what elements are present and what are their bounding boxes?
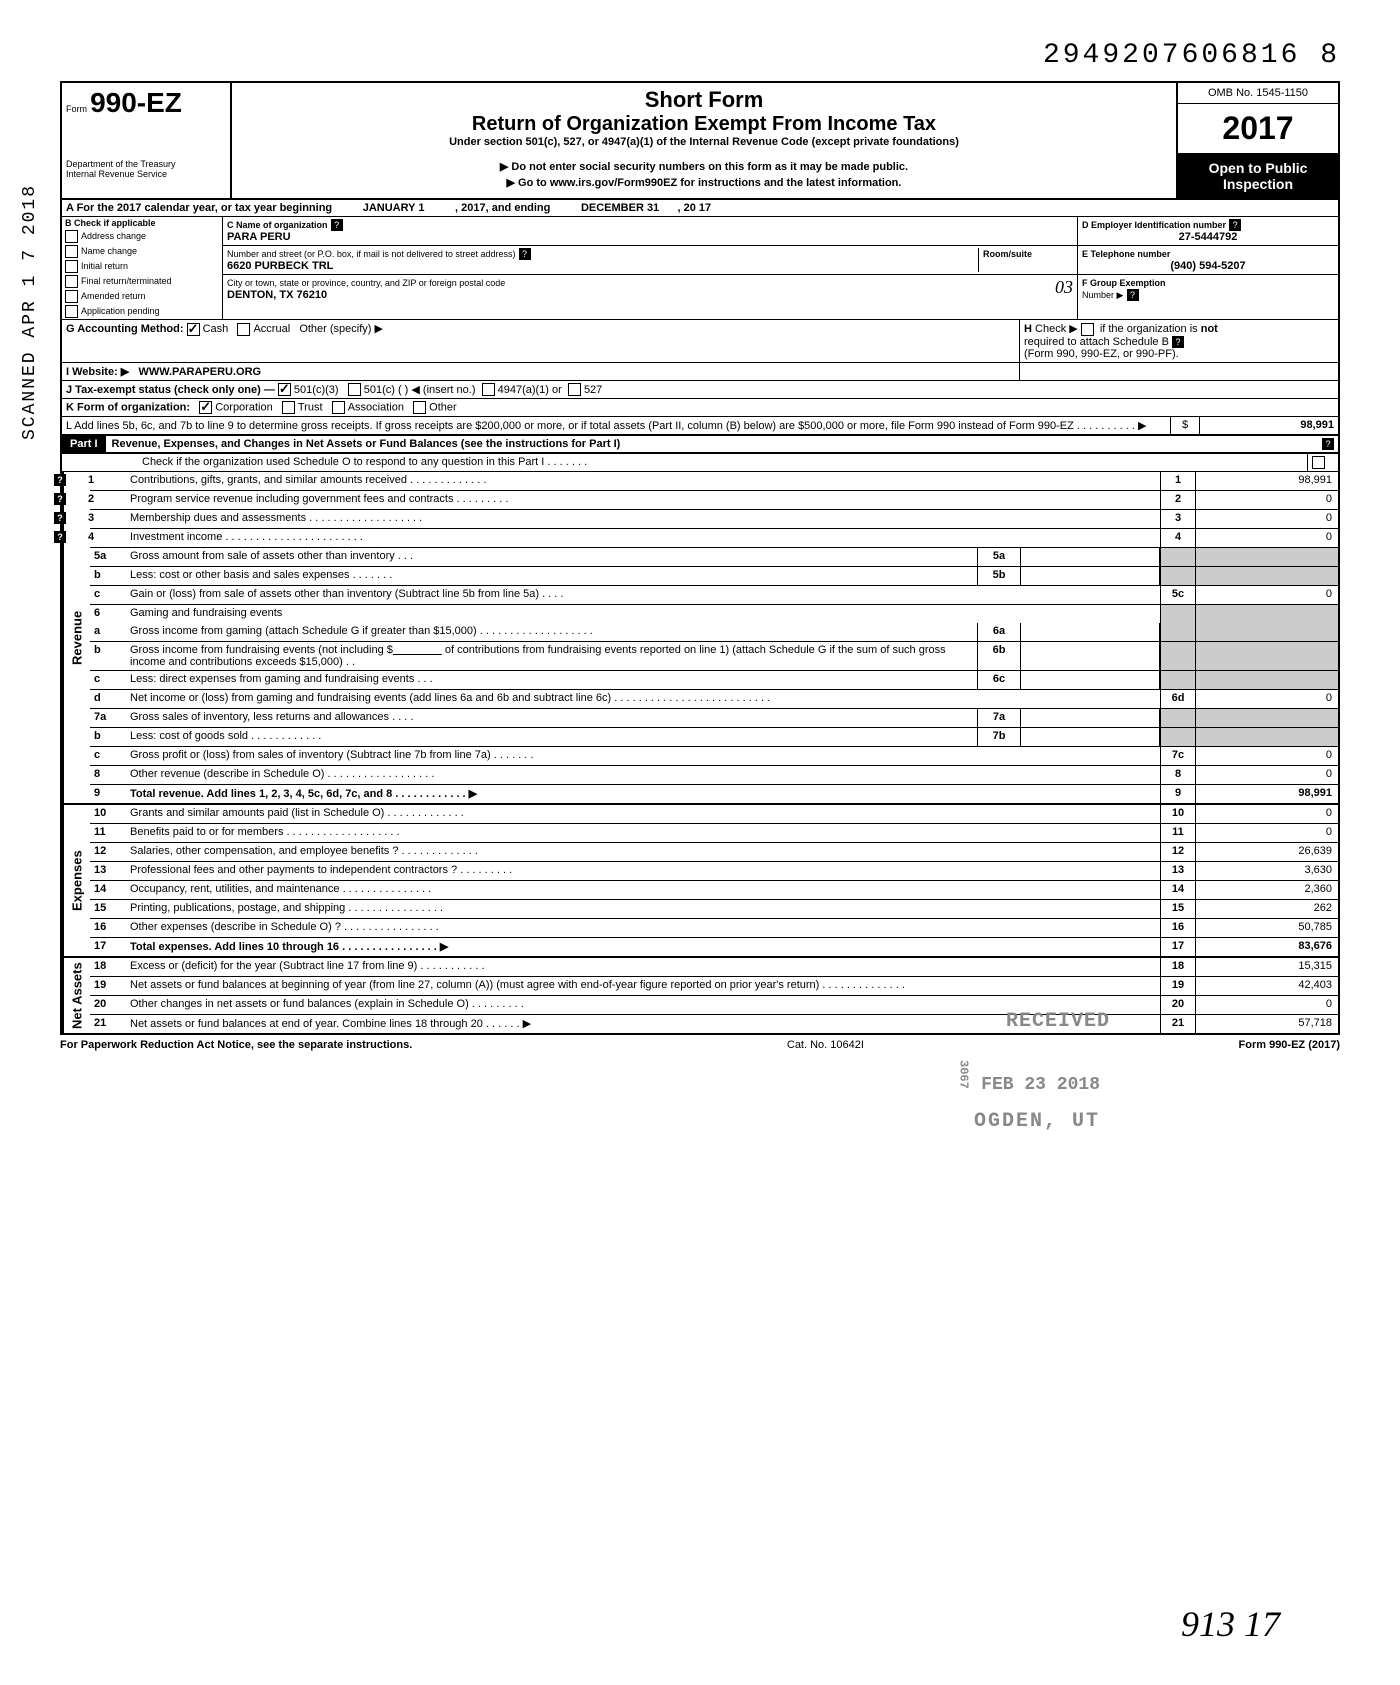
tax-year: 2017 [1178,104,1338,154]
dept-treasury: Department of the Treasury [66,159,226,169]
form-header: Form 990-EZ Department of the Treasury I… [60,81,1340,200]
document-id: 2949207606816 8 [60,40,1340,71]
part1-checkline: Check if the organization used Schedule … [60,454,1340,472]
goto-line: ▶ Go to www.irs.gov/Form990EZ for instru… [240,176,1168,189]
form-prefix: Form [66,104,87,114]
dept-irs: Internal Revenue Service [66,169,226,179]
received-stamp: RECEIVED [1006,1010,1110,1033]
netassets-section: Net Assets 18 Excess or (deficit) for th… [60,958,1340,1035]
ogden-stamp: OGDEN, UT [974,1110,1100,1133]
row-a: A For the 2017 calendar year, or tax yea… [60,200,1340,217]
open-public: Open to Public Inspection [1178,154,1338,198]
handwrite-number: 913 17 [1181,1603,1280,1645]
row-k: K Form of organization: Corporation Trus… [60,399,1340,417]
scanned-stamp: SCANNED APR 1 7 2018 [20,184,40,440]
subtitle: Under section 501(c), 527, or 4947(a)(1)… [240,136,1168,148]
short-form-title: Short Form [240,87,1168,113]
expenses-section: Expenses 10 Grants and similar amounts p… [60,805,1340,958]
revenue-section: Revenue ?1 Contributions, gifts, grants,… [60,472,1340,805]
return-title: Return of Organization Exempt From Incom… [240,113,1168,136]
row-j: J Tax-exempt status (check only one) — 5… [60,381,1340,400]
date-stamp: 3067 FEB 23 2018 [956,1060,1100,1095]
omb-number: OMB No. 1545-1150 [1178,83,1338,104]
row-l: L Add lines 5b, 6c, and 7b to line 9 to … [60,417,1340,436]
form-number: 990-EZ [90,87,182,118]
info-grid: B Check if applicable Address change Nam… [60,217,1340,320]
ssn-warning: ▶ Do not enter social security numbers o… [240,160,1168,173]
part1-header: Part I Revenue, Expenses, and Changes in… [60,436,1340,454]
row-g-h: G Accounting Method: Cash Accrual Other … [60,320,1340,363]
row-i: I Website: ▶ WWW.PARAPERU.ORG [60,363,1340,381]
footer: For Paperwork Reduction Act Notice, see … [60,1035,1340,1051]
